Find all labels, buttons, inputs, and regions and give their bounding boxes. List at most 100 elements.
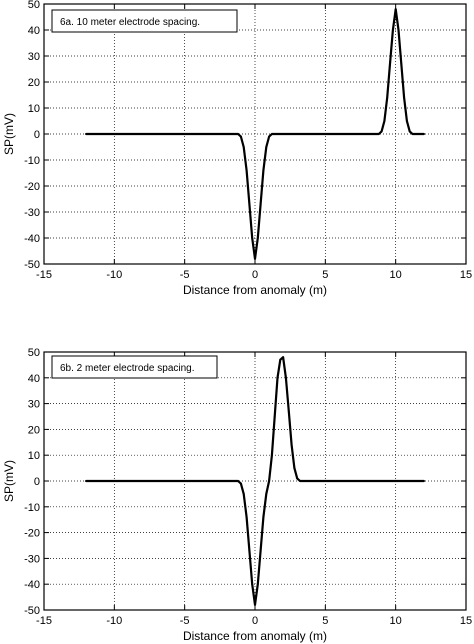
annotation-box [51,9,238,33]
data-point [406,120,408,122]
data-point [377,133,380,135]
data-point [422,133,425,135]
data-point [251,583,254,586]
y-tick-label: 0 [34,476,40,488]
data-point [262,169,265,172]
y-tick-label: -10 [24,155,40,167]
x-tick-label: 5 [322,269,328,281]
y-axis-label: SP(mV) [2,113,16,155]
data-point [273,415,276,418]
x-tick-label: 5 [322,615,328,627]
data-point [265,146,268,148]
series-line-0 [85,8,425,260]
data-point [285,376,287,379]
data-point [256,237,259,239]
data-point [279,358,282,361]
y-tick-label: -30 [24,553,40,565]
y-tick-label: 20 [28,424,40,436]
x-tick-label: -10 [106,269,122,281]
x-axis-label: Distance from anomaly (m) [183,283,327,297]
y-axis-label: SP(mV) [2,460,16,502]
data-point [386,96,389,99]
data-point [408,130,411,133]
x-tick-label: 0 [252,269,258,281]
data-point [245,169,248,172]
data-point [248,549,251,552]
annotation-text: 6b. 2 meter electrode spacing. [60,363,195,374]
y-tick-label: -40 [24,579,40,591]
x-tick-label: -10 [106,615,122,627]
annotation-text: 6a. 10 meter electrode spacing. [60,17,200,28]
y-tick-label: 10 [28,103,40,115]
data-point [242,493,245,495]
data-point [422,480,425,482]
data-point [394,8,397,11]
data-point [256,583,259,586]
data-point [299,480,301,482]
data-point [251,237,254,239]
x-tick-label: 15 [460,269,472,281]
x-tick-label: 10 [390,269,402,281]
data-point [265,493,268,495]
y-tick-label: -20 [24,181,40,193]
x-tick-label: 10 [390,615,402,627]
data-point [380,130,383,133]
y-tick-label: 40 [28,25,40,37]
y-tick-label: 50 [28,0,40,11]
data-point [254,603,256,606]
y-tick-label: 30 [28,399,40,411]
data-point [282,356,285,359]
y-tick-label: -50 [24,605,40,617]
data-point [389,62,391,65]
data-point [268,135,270,138]
data-point [245,516,248,519]
data-point [383,120,386,122]
data-point [237,480,240,482]
data-point [290,443,293,446]
y-tick-label: -10 [24,502,40,514]
x-axis-label: Distance from anomaly (m) [183,629,327,643]
x-tick-label: 0 [252,615,258,627]
data-point [400,62,403,65]
y-tick-label: 20 [28,77,40,89]
y-tick-label: 10 [28,450,40,462]
data-point [254,257,256,260]
chart-panel-6a: -15 -10 -5 0 5 10 15-50-40-30-20-1001020304050… [2,0,472,297]
y-tick-label: 50 [28,347,40,359]
y-tick-label: -40 [24,233,40,245]
data-point [240,135,242,138]
x-tick-label: 15 [460,615,472,627]
data-point [242,146,245,148]
data-point [403,96,406,99]
x-tick-label: -15 [36,269,52,281]
chart-panel-6b: -15 -10 -5 0 5 10 15-50-40-30-20-1001020304050… [2,347,472,643]
data-point [270,133,273,135]
data-point [259,203,262,206]
data-point [391,29,394,31]
y-tick-label: 30 [28,51,40,63]
y-tick-label: -20 [24,528,40,540]
data-point [270,454,273,457]
data-point [259,549,262,552]
data-point [268,480,270,482]
y-tick-label: -50 [24,259,40,271]
x-tick-label: -5 [180,269,190,281]
data-point [287,410,290,413]
y-tick-label: -30 [24,207,40,219]
y-tick-label: 0 [34,129,40,141]
data-point [240,482,242,485]
data-point [237,133,240,135]
x-tick-label: -5 [180,615,190,627]
data-point [85,480,88,482]
data-point [85,133,88,135]
data-point [262,516,265,519]
annotation-box [51,355,218,379]
data-point [397,29,400,31]
data-point [293,467,296,469]
y-tick-label: 40 [28,373,40,385]
x-tick-label: -15 [36,615,52,627]
data-point [248,203,251,206]
data-point [276,376,279,379]
data-point [411,133,414,135]
